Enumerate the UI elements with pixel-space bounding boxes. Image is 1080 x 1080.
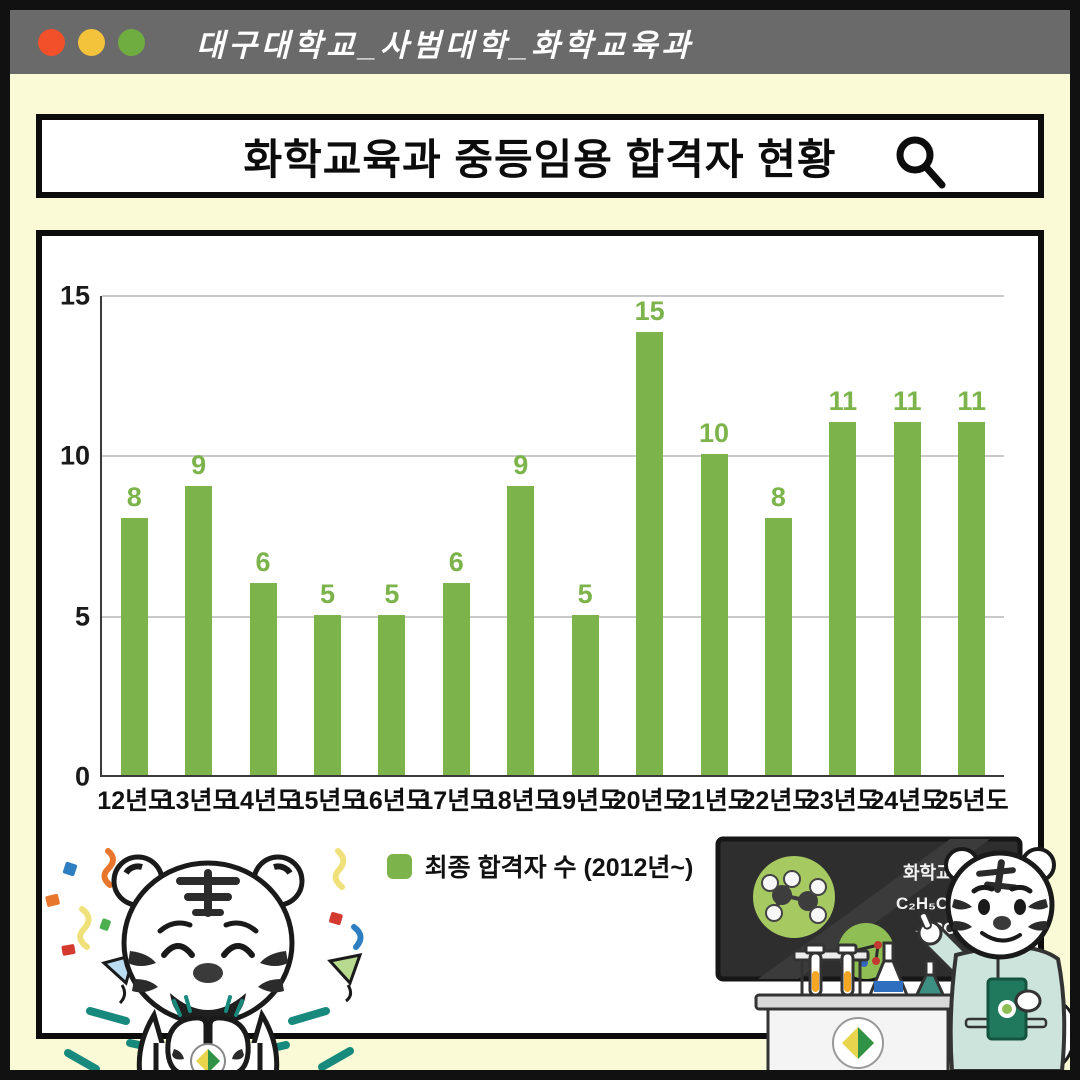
bar-column: 9 18년도	[484, 296, 558, 815]
bar-column: 8 12년도	[97, 296, 171, 815]
bar-value-label: 9	[191, 450, 207, 481]
gridline	[102, 295, 1004, 297]
bar-column: 15 20년도	[613, 296, 687, 815]
x-axis-label: 12년도	[97, 787, 172, 815]
university-emblem	[832, 1017, 884, 1069]
bar	[764, 518, 792, 775]
tiger-mascot	[111, 854, 305, 1070]
bar-column: 5 15년도	[291, 296, 365, 815]
account-name: 대구대학교_사범대학_화학교육과	[196, 27, 694, 63]
legend-label: 최종 합격자 수 (2012년~)	[424, 854, 694, 882]
y-tick-label: 0	[74, 761, 90, 792]
legend-swatch	[386, 853, 412, 879]
x-axis-label: 25년도	[934, 787, 1009, 815]
bar-value-label: 6	[255, 546, 271, 577]
bar-column: 9 13년도	[162, 296, 236, 815]
gridline	[102, 615, 1004, 618]
bar-column: 6 17년도	[419, 296, 493, 815]
bar-column: 11 24년도	[870, 296, 944, 815]
bar	[185, 486, 213, 775]
bar	[829, 422, 857, 775]
bar-value-label: 9	[513, 450, 529, 481]
gridline	[102, 455, 1004, 458]
x-axis-label: 23년도	[805, 787, 880, 815]
tiger-professor	[917, 847, 1070, 1070]
confetti-piece	[62, 861, 78, 877]
x-axis-label: 21년도	[677, 787, 751, 815]
title-search-box: 화학교육과 중등임용 합격자 현황	[36, 114, 1044, 198]
bar	[120, 518, 148, 775]
x-axis-label: 19년도	[548, 787, 623, 815]
close-window-icon	[38, 28, 65, 56]
bar-value-label: 8	[770, 482, 786, 513]
bar-value-label: 11	[957, 386, 986, 417]
maximize-window-icon	[118, 28, 145, 56]
minimize-window-icon	[78, 28, 105, 56]
bar	[442, 582, 470, 775]
bar-value-label: 11	[893, 386, 922, 417]
x-axis-label: 17년도	[419, 787, 494, 815]
bar-columns: 8 12년도 9 13년도 6 14년도 5 15년도 5 16년도 6 17년도 9 18년도 5 19년도…	[97, 296, 1009, 815]
bar	[893, 422, 921, 775]
bar-column: 10 21년도	[677, 296, 751, 815]
bar-value-label: 11	[828, 386, 858, 417]
chart-legend: 최종 합격자 수 (2012년~)	[42, 848, 1038, 884]
bar-value-label: 8	[126, 482, 142, 513]
university-emblem	[190, 1043, 226, 1070]
search-icon[interactable]	[890, 132, 950, 192]
bar-column: 8 22년도	[742, 296, 816, 815]
bar	[958, 422, 986, 775]
bar-value-label: 5	[577, 578, 593, 609]
x-axis-label: 18년도	[483, 787, 558, 815]
plot-area: 8 12년도 9 13년도 6 14년도 5 15년도 5 16년도 6 17년도 9 18년도 5 19년도…	[97, 295, 1009, 815]
chemistry-scene-illustration: 화학교육 C₂H₅OH + 3O₂ → 2CO₂ + 3H₂O	[715, 836, 1070, 1070]
window-titlebar: 대구대학교_사범대학_화학교육과	[10, 10, 1070, 74]
bar	[700, 454, 728, 775]
bar-column: 5 16년도	[355, 296, 429, 815]
bar-column: 5 19년도	[548, 296, 622, 815]
page-title: 화학교육과 중등임용 합격자 현황	[243, 135, 837, 183]
x-axis-label: 15년도	[290, 787, 365, 815]
x-axis-label: 24년도	[870, 787, 945, 815]
celebrating-tiger-illustration	[45, 848, 364, 1070]
bar-value-label: 6	[448, 546, 464, 577]
lab-table	[754, 993, 962, 1070]
bar-value-label: 5	[319, 578, 335, 609]
x-axis-label: 20년도	[612, 787, 687, 815]
y-tick-label: 15	[59, 280, 90, 311]
bar	[636, 332, 664, 775]
bar	[313, 614, 341, 775]
y-axis: 0 5 10 15	[50, 281, 100, 792]
x-axis-label: 14년도	[226, 787, 300, 815]
y-tick-label: 5	[74, 601, 90, 632]
x-axis-label: 13년도	[161, 787, 236, 815]
bar	[507, 486, 535, 775]
y-tick-label: 10	[59, 440, 90, 471]
x-axis-label: 22년도	[741, 787, 816, 815]
bar-column: 6 14년도	[226, 296, 300, 815]
bar-column: 11 25년도	[935, 296, 1009, 815]
plot-row: 0 5 10 15 8 12년도 9 13년도 6 14년도 5 15년도 5 16년도 6 17년도 9 18…	[50, 281, 1009, 816]
bar-value-label: 15	[634, 296, 665, 326]
bar	[378, 614, 406, 775]
x-axis-label: 16년도	[354, 787, 429, 815]
bar	[571, 614, 599, 775]
bar-value-label: 5	[384, 578, 400, 609]
bar	[249, 582, 277, 775]
bar-column: 11 23년도	[806, 296, 880, 815]
bar-value-label: 10	[698, 418, 730, 449]
